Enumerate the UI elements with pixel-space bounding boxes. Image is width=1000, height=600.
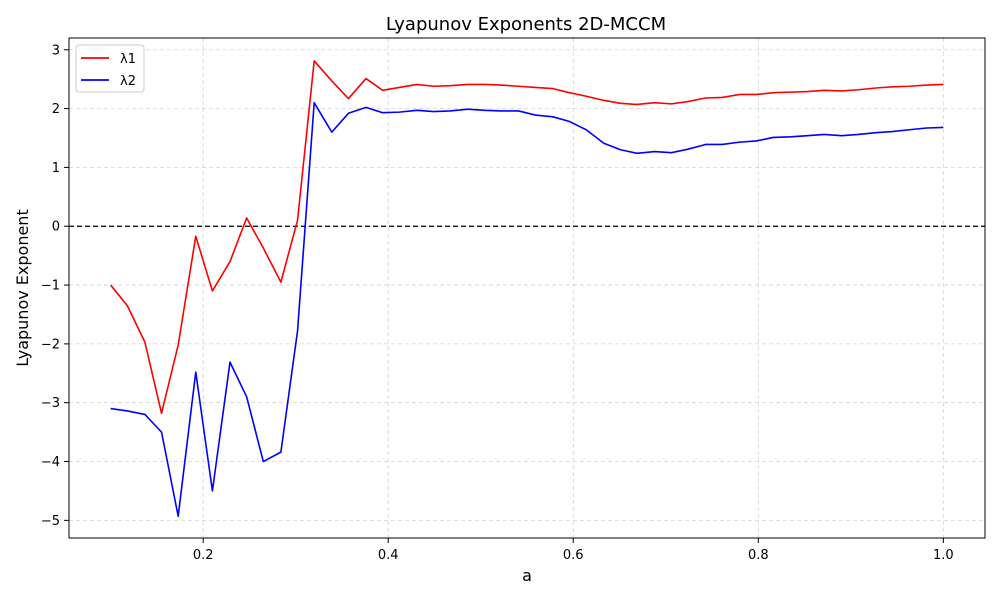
series-line-1	[110, 60, 944, 415]
x-tick-label: 0.2	[193, 548, 214, 563]
tick-layer: 0.2 0.4 0.6 0.8 1.0 −5 −4 −3 −2 −1 0 1 2 3	[41, 43, 954, 563]
x-tick-label: 1.0	[933, 548, 954, 563]
y-tick-label: −3	[41, 396, 60, 411]
y-tick-label: 2	[52, 102, 60, 117]
y-tick-label: 0	[52, 220, 60, 235]
legend-label-2: λ2	[120, 74, 136, 89]
series-layer	[110, 60, 944, 518]
y-tick-label: 1	[52, 161, 60, 176]
x-tick-label: 0.4	[378, 548, 399, 563]
y-tick-label: −4	[41, 455, 60, 470]
y-tick-label: −1	[41, 279, 60, 294]
x-tick-label: 0.6	[563, 548, 584, 563]
x-tick-label: 0.8	[748, 548, 769, 563]
plot-frame	[68, 37, 986, 539]
y-tick-label: −5	[41, 514, 60, 529]
x-axis-label: a	[522, 566, 532, 585]
legend-label-1: λ1	[120, 52, 136, 67]
y-tick-label: 3	[52, 43, 60, 58]
y-tick-label: −2	[41, 337, 60, 352]
y-axis-label: Lyapunov Exponent	[13, 209, 32, 366]
series-line-2	[110, 101, 944, 518]
chart-title: Lyapunov Exponents 2D-MCCM	[386, 14, 666, 35]
